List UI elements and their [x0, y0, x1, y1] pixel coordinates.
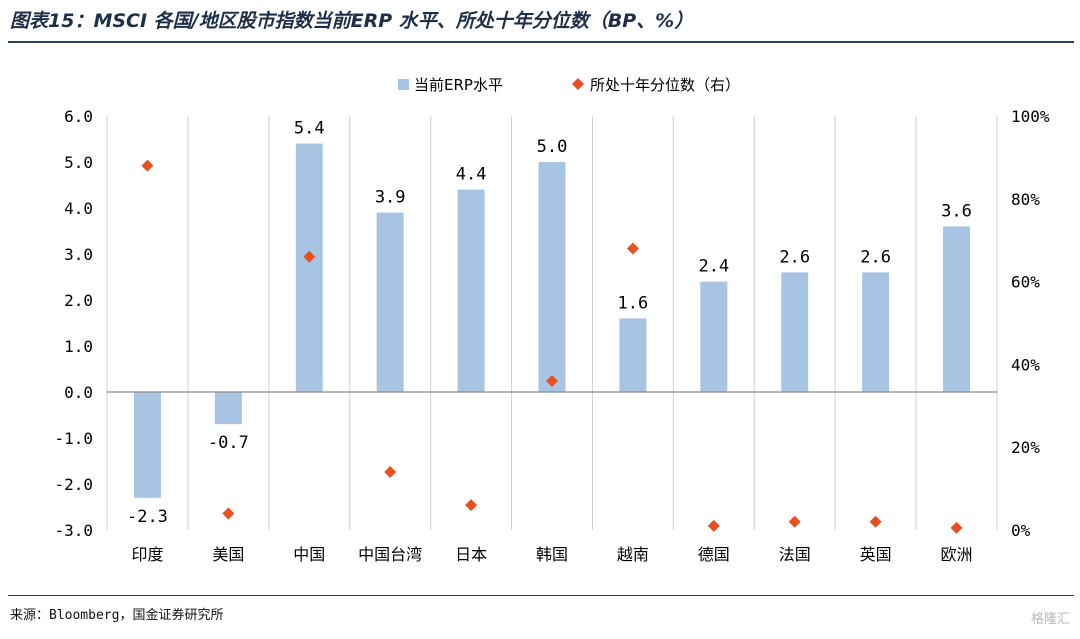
- y-right-tick-label: 60%: [1011, 273, 1040, 292]
- bar-data-label: 2.6: [779, 247, 810, 267]
- figure-title: 图表15：MSCI 各国/地区股市指数当前ERP 水平、所处十年分位数（BP、%…: [10, 10, 694, 32]
- y-left-tick-label: -1.0: [54, 429, 93, 448]
- y-left-tick-label: 3.0: [64, 245, 93, 264]
- category-label: 欧洲: [941, 545, 973, 564]
- legend-label-marker: 所处十年分位数（右）: [590, 76, 740, 94]
- percentile-marker-5: [546, 374, 558, 387]
- percentile-marker-9: [869, 515, 882, 528]
- bar-data-label: 4.4: [456, 165, 487, 185]
- bar-data-label: -0.7: [208, 433, 249, 453]
- title-rule: [8, 41, 1074, 43]
- y-left-tick-label: 6.0: [64, 107, 93, 126]
- category-label: 英国: [860, 545, 892, 564]
- percentile-marker-2: [303, 250, 316, 263]
- category-label: 中国台湾: [358, 545, 422, 564]
- y-right-tick-label: 0%: [1011, 521, 1031, 540]
- source-rule: [8, 595, 1074, 596]
- bar-data-label: 5.4: [294, 119, 325, 139]
- category-label: 印度: [131, 545, 163, 564]
- percentile-marker-3: [384, 466, 397, 479]
- bar-data-label: 2.4: [698, 257, 729, 277]
- y-left-tick-label: 0.0: [64, 383, 93, 402]
- percentile-marker-7: [707, 519, 720, 532]
- bar-data-label: 3.9: [375, 188, 406, 208]
- y-left-tick-label: 2.0: [64, 291, 93, 310]
- y-right-tick-label: 20%: [1011, 438, 1040, 457]
- percentile-marker-1: [222, 507, 235, 520]
- y-right-tick-label: 80%: [1011, 190, 1040, 209]
- percentile-marker-10: [950, 521, 963, 534]
- category-label: 越南: [617, 545, 649, 564]
- y-left-tick-label: 5.0: [64, 153, 93, 172]
- legend-swatch-marker: [572, 78, 584, 90]
- category-label: 中国: [293, 545, 325, 564]
- bar-data-label: 2.6: [860, 247, 891, 267]
- source-note: 来源：Bloomberg，国金证券研究所: [10, 608, 224, 623]
- watermark: 格隆汇: [1030, 612, 1070, 627]
- bar-4: [457, 189, 485, 392]
- category-label: 法国: [779, 545, 811, 564]
- bar-8: [781, 272, 809, 392]
- bar-1: [214, 392, 242, 425]
- y-left-tick-label: -2.0: [54, 475, 93, 494]
- y-left-tick-label: 1.0: [64, 337, 93, 356]
- percentile-marker-0: [141, 159, 154, 172]
- percentile-marker-6: [626, 242, 639, 255]
- y-right-tick-label: 100%: [1011, 107, 1050, 126]
- bar-5: [538, 162, 566, 392]
- bar-6: [619, 318, 647, 392]
- legend-label-bar: 当前ERP水平: [414, 76, 503, 94]
- percentile-marker-8: [788, 515, 801, 528]
- bar-data-label: 1.6: [618, 293, 649, 313]
- bar-data-label: -2.3: [127, 507, 168, 527]
- bar-9: [862, 272, 890, 392]
- bar-data-label: 5.0: [537, 137, 568, 157]
- category-label: 日本: [455, 545, 487, 564]
- category-label: 德国: [698, 545, 730, 564]
- legend-swatch-bar: [398, 79, 409, 90]
- y-left-tick-label: 4.0: [64, 199, 93, 218]
- y-left-tick-label: -3.0: [54, 521, 93, 540]
- chart-canvas: -3.0 -2.0 -1.0 0.0 1.0 2.0 3.0 4.0 5.0 6.0 0% 20% 40…: [54, 76, 1050, 564]
- category-label: 美国: [212, 545, 244, 564]
- bar-7: [700, 281, 728, 392]
- bar-10: [943, 226, 971, 392]
- category-label: 韩国: [536, 545, 568, 564]
- bar-data-label: 3.6: [941, 201, 972, 221]
- y-right-tick-label: 40%: [1011, 355, 1040, 374]
- percentile-marker-4: [465, 499, 478, 512]
- bar-0: [133, 392, 161, 498]
- bar-3: [376, 212, 404, 392]
- bar-2: [295, 143, 323, 392]
